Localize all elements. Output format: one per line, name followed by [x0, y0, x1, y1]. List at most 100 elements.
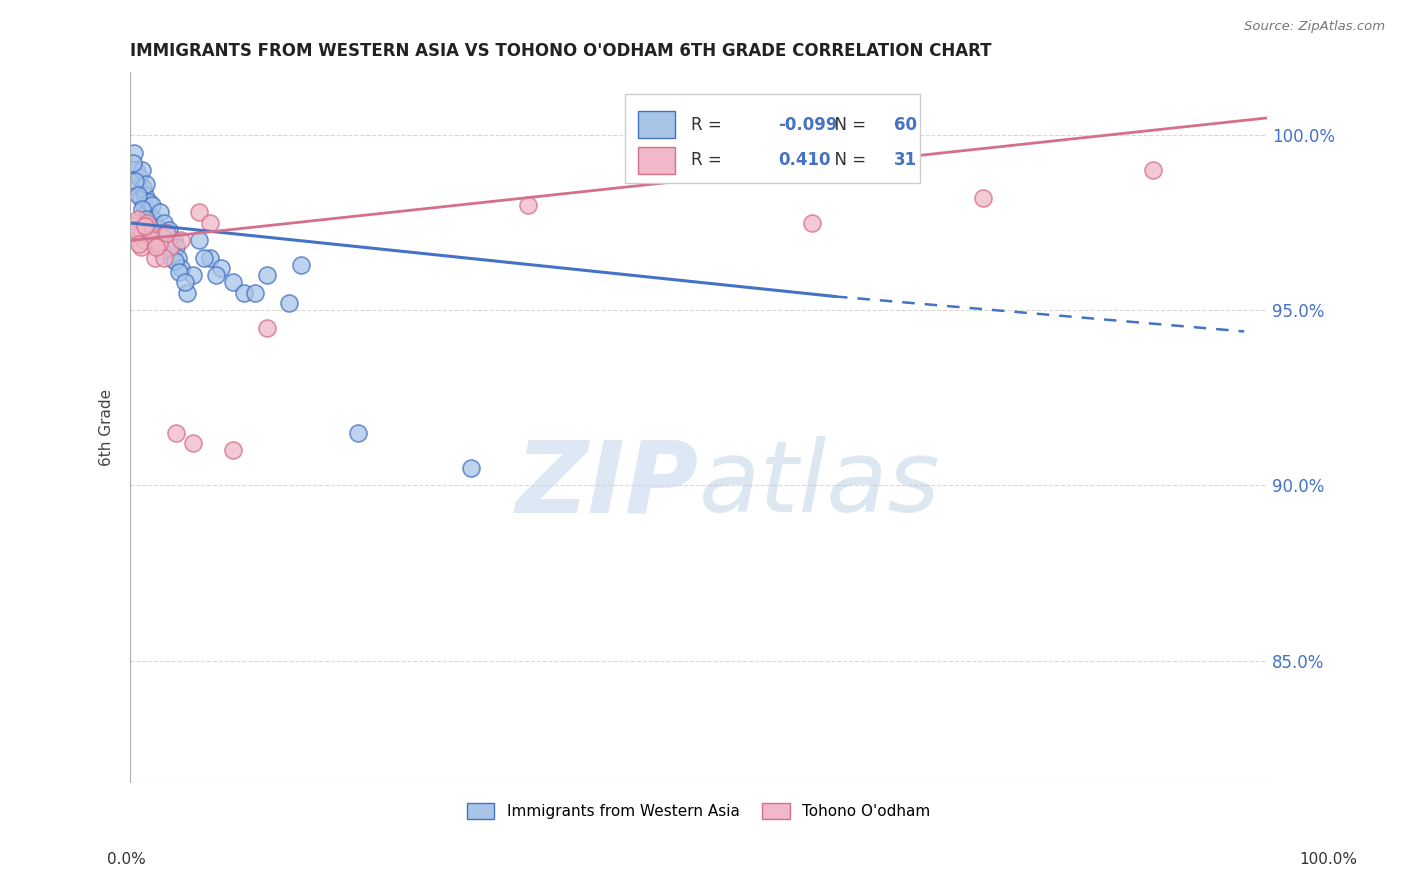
Text: 0.410: 0.410: [778, 152, 831, 169]
Point: [972, 191, 994, 205]
Point: [127, 181, 149, 195]
Point: [150, 244, 173, 258]
Point: [187, 234, 209, 248]
Text: R =: R =: [690, 152, 727, 169]
Point: [193, 251, 215, 265]
Point: [233, 285, 256, 300]
Point: [142, 234, 165, 248]
Point: [221, 443, 243, 458]
Point: [150, 240, 173, 254]
Point: [148, 227, 170, 241]
Point: [290, 258, 312, 272]
Point: [181, 436, 204, 450]
Point: [143, 234, 166, 248]
Point: [155, 227, 177, 241]
Point: [127, 212, 149, 227]
Point: [204, 268, 226, 283]
Point: [245, 285, 267, 300]
Point: [170, 234, 193, 248]
Point: [153, 216, 176, 230]
Text: N =: N =: [824, 152, 870, 169]
Point: [221, 276, 243, 290]
Point: [138, 194, 160, 209]
Text: 0.0%: 0.0%: [107, 852, 146, 867]
Point: [122, 227, 145, 241]
Point: [132, 234, 155, 248]
Point: [209, 261, 232, 276]
Point: [160, 251, 183, 265]
Point: [148, 236, 170, 251]
Point: [149, 205, 172, 219]
Point: [150, 230, 173, 244]
Point: [121, 156, 143, 170]
FancyBboxPatch shape: [624, 94, 921, 183]
Point: [1142, 163, 1164, 178]
Point: [135, 178, 157, 192]
Point: [150, 230, 173, 244]
Point: [132, 181, 155, 195]
Point: [159, 240, 181, 254]
Point: [256, 321, 278, 335]
Point: [139, 227, 162, 241]
Point: [132, 198, 155, 212]
Text: ZIP: ZIP: [516, 436, 699, 533]
Point: [460, 461, 482, 475]
Point: [198, 216, 221, 230]
Point: [131, 163, 153, 178]
Point: [122, 145, 145, 160]
Point: [128, 170, 150, 185]
Text: R =: R =: [690, 116, 727, 134]
Point: [136, 216, 159, 230]
Legend: Immigrants from Western Asia, Tohono O'odham: Immigrants from Western Asia, Tohono O'o…: [461, 797, 936, 825]
Point: [517, 198, 540, 212]
Point: [181, 268, 204, 283]
Point: [134, 188, 156, 202]
Point: [165, 240, 187, 254]
Point: [135, 212, 157, 227]
Point: [148, 236, 170, 251]
Text: IMMIGRANTS FROM WESTERN ASIA VS TOHONO O'ODHAM 6TH GRADE CORRELATION CHART: IMMIGRANTS FROM WESTERN ASIA VS TOHONO O…: [131, 42, 991, 60]
Point: [187, 205, 209, 219]
Point: [156, 227, 179, 241]
Point: [143, 251, 166, 265]
Point: [163, 254, 186, 268]
Point: [801, 216, 824, 230]
Point: [173, 276, 195, 290]
Text: N =: N =: [824, 116, 870, 134]
Point: [125, 163, 148, 178]
Y-axis label: 6th Grade: 6th Grade: [100, 389, 114, 467]
Point: [167, 265, 190, 279]
Text: Source: ZipAtlas.com: Source: ZipAtlas.com: [1244, 20, 1385, 33]
Point: [145, 219, 167, 234]
Point: [138, 219, 160, 234]
Point: [128, 236, 150, 251]
Point: [159, 240, 181, 254]
Point: [278, 296, 301, 310]
Point: [153, 251, 176, 265]
Text: atlas: atlas: [699, 436, 941, 533]
Point: [162, 234, 184, 248]
Text: 60: 60: [894, 116, 917, 134]
Point: [139, 223, 162, 237]
Point: [165, 425, 187, 440]
Point: [145, 240, 167, 254]
Point: [170, 261, 193, 276]
Point: [131, 227, 153, 241]
Point: [124, 174, 146, 188]
Point: [143, 223, 166, 237]
Point: [143, 230, 166, 244]
FancyBboxPatch shape: [638, 147, 675, 174]
Text: -0.099: -0.099: [778, 116, 838, 134]
Point: [127, 188, 149, 202]
Point: [346, 425, 368, 440]
Point: [138, 216, 160, 230]
Point: [198, 251, 221, 265]
Point: [167, 251, 190, 265]
Point: [256, 268, 278, 283]
Point: [129, 240, 152, 254]
Point: [156, 234, 179, 248]
Text: 31: 31: [894, 152, 917, 169]
Point: [125, 223, 148, 237]
Point: [131, 202, 153, 216]
Text: 100.0%: 100.0%: [1299, 852, 1358, 867]
